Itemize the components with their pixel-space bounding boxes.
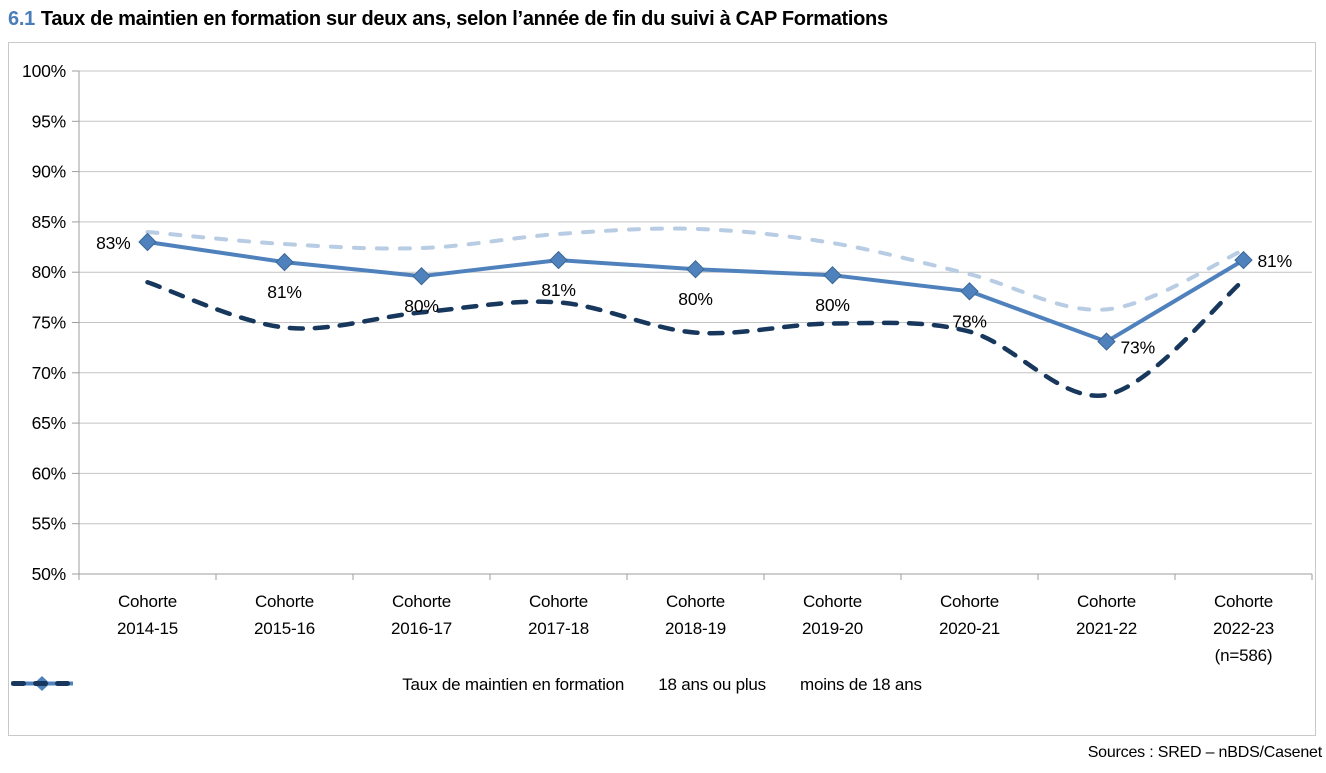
x-axis-label: Cohorte 2016-17 xyxy=(391,592,452,638)
chart-frame: 50% 55% 60% 65% 70% 75% 80% 85% 90% 95% 100% Cohort… xyxy=(8,42,1316,736)
legend-item-18plus: 18 ans ou plus xyxy=(11,675,766,695)
data-label: 81% xyxy=(541,280,575,300)
data-point-marker xyxy=(686,259,705,279)
data-label: 81% xyxy=(1258,251,1292,271)
chart-legend: Taux de maintien en formation 18 ans ou … xyxy=(9,675,1315,695)
x-axis-label: Cohorte 2022-23 (n=586) xyxy=(1213,592,1274,665)
series-line-1 xyxy=(145,226,1246,312)
y-axis-label: 90% xyxy=(32,162,66,182)
legend-label-moins18: moins de 18 ans xyxy=(800,675,922,694)
x-axis-label: Cohorte 2021-22 xyxy=(1076,592,1137,638)
legend-label-18plus: 18 ans ou plus xyxy=(658,675,766,694)
y-axis-label: 60% xyxy=(32,463,66,483)
data-point-marker xyxy=(1234,250,1253,270)
data-label: 83% xyxy=(96,233,130,253)
y-axis-label: 75% xyxy=(32,313,66,333)
data-point-marker xyxy=(412,266,431,286)
y-axis-label: 70% xyxy=(32,363,66,383)
data-point-marker xyxy=(823,265,842,285)
y-axis-label: 55% xyxy=(32,514,66,534)
x-axis-label: Cohorte 2020-21 xyxy=(939,592,1000,638)
data-point-marker xyxy=(138,232,157,252)
data-point-marker xyxy=(549,250,568,270)
data-label: 78% xyxy=(952,311,986,331)
data-label: 81% xyxy=(267,282,301,302)
x-axis-label: Cohorte 2019-20 xyxy=(802,592,863,638)
figure-number: 6.1 xyxy=(8,8,35,30)
x-axis-label: Cohorte 2018-19 xyxy=(665,592,726,638)
data-label: 80% xyxy=(815,295,849,315)
data-point-marker xyxy=(275,252,294,272)
y-axis-label: 80% xyxy=(32,262,66,282)
x-axis-label: Cohorte 2017-18 xyxy=(528,592,589,638)
y-axis-label: 100% xyxy=(22,61,66,81)
y-axis-label: 95% xyxy=(32,111,66,131)
chart-plot: 50% 55% 60% 65% 70% 75% 80% 85% 90% 95% 100% Cohort… xyxy=(22,61,1313,665)
source-note: Sources : SRED – nBDS/Casenet xyxy=(1087,744,1323,761)
legend-label-maintien: Taux de maintien en formation xyxy=(402,675,625,694)
data-point-marker xyxy=(1097,332,1116,351)
figure-title-text: Taux de maintien en formation sur deux a… xyxy=(40,8,888,30)
y-axis-label: 50% xyxy=(32,564,66,584)
x-axis-label: Cohorte 2014-15 xyxy=(117,592,178,638)
y-axis-label: 65% xyxy=(32,413,66,433)
data-point-marker xyxy=(960,282,979,301)
x-axis-label: Cohorte 2015-16 xyxy=(254,592,315,638)
data-label: 80% xyxy=(678,289,712,309)
series-line-2 xyxy=(145,277,1246,398)
legend-item-maintien: Taux de maintien en formation xyxy=(11,675,625,695)
chart-title: 6.1 Taux de maintien en formation sur deu… xyxy=(8,8,1318,31)
dark-dashed-swatch xyxy=(11,681,70,686)
legend-item-moins18: moins de 18 ans xyxy=(11,675,922,695)
data-label: 73% xyxy=(1121,338,1155,358)
y-axis-label: 85% xyxy=(32,212,66,232)
data-label: 80% xyxy=(404,296,438,316)
